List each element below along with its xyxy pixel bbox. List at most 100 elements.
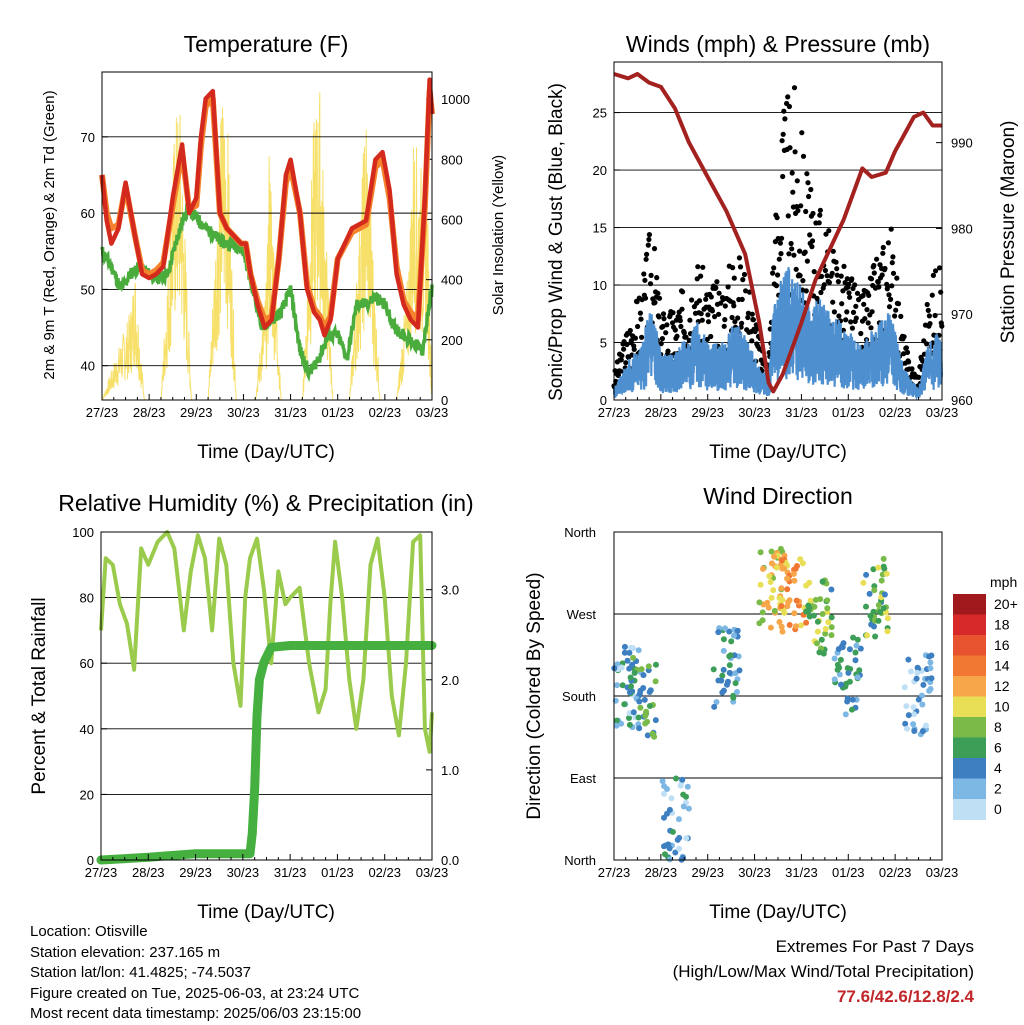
latlon-text: Station lat/lon: 41.4825; -74.5037 [30,964,252,981]
direction-point [857,645,864,652]
direction-point [863,571,870,578]
gust-point [663,330,669,336]
colorbar-swatch [953,717,986,738]
gust-point [705,312,711,318]
winds-xtick-label: 29/23 [691,405,724,420]
colorbar-label: 8 [994,719,1002,735]
pressure-ytick-label: 990 [951,136,973,151]
direction-point [875,602,882,609]
gust-point [695,264,701,270]
winds-xtick-label: 27/23 [598,405,631,420]
gust-point [794,178,800,184]
humidity-xtick-label: 29/23 [179,865,212,880]
gust-point [829,270,835,276]
direction-point [626,689,633,696]
direction-point [881,591,888,598]
direction-point [630,654,637,661]
gust-point [689,297,695,303]
winds-ytick-label: 5 [600,336,607,351]
direction-point [770,587,777,594]
gust-point [732,319,738,325]
solar-insolation-line [101,92,433,401]
gust-point [725,284,731,290]
direction-point [624,657,631,664]
humidity-ytick-label: 100 [72,525,94,540]
gust-point [787,145,793,151]
direction-point [778,623,785,630]
gust-point [889,283,895,289]
gust-point [836,313,842,319]
gust-point [886,292,892,298]
gust-point [774,215,780,221]
wind-direction-xtick-label: 29/23 [691,865,724,880]
humidity-ytick-label: 20 [80,787,94,802]
gust-point [771,265,777,271]
gust-point [739,296,745,302]
colorbar-label: 20+ [994,596,1018,612]
gust-point [713,285,719,291]
wind-direction-xlabel: Time (Day/UTC) [709,902,847,923]
colorbar-swatch [953,655,986,677]
direction-point [771,553,777,560]
temperature-ytick-label: 50 [81,282,95,297]
gust-point [866,292,872,298]
direction-point [642,712,649,719]
gust-point [890,270,897,276]
direction-point [919,728,926,735]
gust-point [929,292,935,298]
direction-point [828,624,835,631]
gust-point [745,314,751,321]
direction-point [768,548,775,555]
gust-point [889,260,895,266]
gust-point [871,270,877,276]
temperature-xtick-label: 31/23 [274,405,307,420]
gust-point [721,323,727,329]
direction-point [653,661,659,668]
gust-point [655,290,661,296]
direction-point [820,650,827,657]
direction-point [719,689,726,696]
gust-point [793,266,799,272]
direction-point [726,628,733,635]
direction-point [807,597,814,604]
gust-point [624,341,630,348]
direction-point [850,634,857,641]
direction-point [914,669,921,676]
direction-tick-label: North [564,525,596,540]
gust-point [749,338,755,344]
direction-point [683,835,690,842]
winds-ytick-label: 20 [593,163,607,178]
humidity-xtick-label: 28/23 [132,865,165,880]
solar-ytick-label: 600 [441,212,463,227]
temperature-xtick-label: 30/23 [227,405,260,420]
direction-point [818,636,825,643]
station-info: Location: Otisville Station elevation: 2… [30,922,361,1025]
gust-point [846,290,852,296]
humidity-xtick-label: 01/23 [321,865,354,880]
direction-point [766,573,773,580]
gust-point [880,244,886,251]
temperature-ytick-label: 70 [81,130,95,145]
solar-ytick-label: 400 [441,273,463,288]
direction-point [913,675,920,682]
colorbar-label: 12 [994,678,1010,694]
direction-point [854,674,861,681]
gust-point [780,173,786,180]
humidity-ylabel: Percent & Total Rainfall [29,597,50,794]
direction-point [910,721,917,728]
direction-point [875,564,882,571]
gust-point [823,231,829,237]
direction-point [863,603,869,610]
direction-point [842,711,849,718]
gust-point [791,85,798,91]
gust-point [712,314,718,320]
direction-point [621,643,628,650]
temperature-xlabel: Time (Day/UTC) [197,442,335,463]
colorbar-swatch [953,799,986,820]
gust-point [860,292,866,299]
wind-direction-xtick-label: 02/23 [879,865,912,880]
gust-point [741,271,748,278]
direction-point [776,619,783,625]
gust-point [800,278,806,284]
gust-point [749,311,755,317]
